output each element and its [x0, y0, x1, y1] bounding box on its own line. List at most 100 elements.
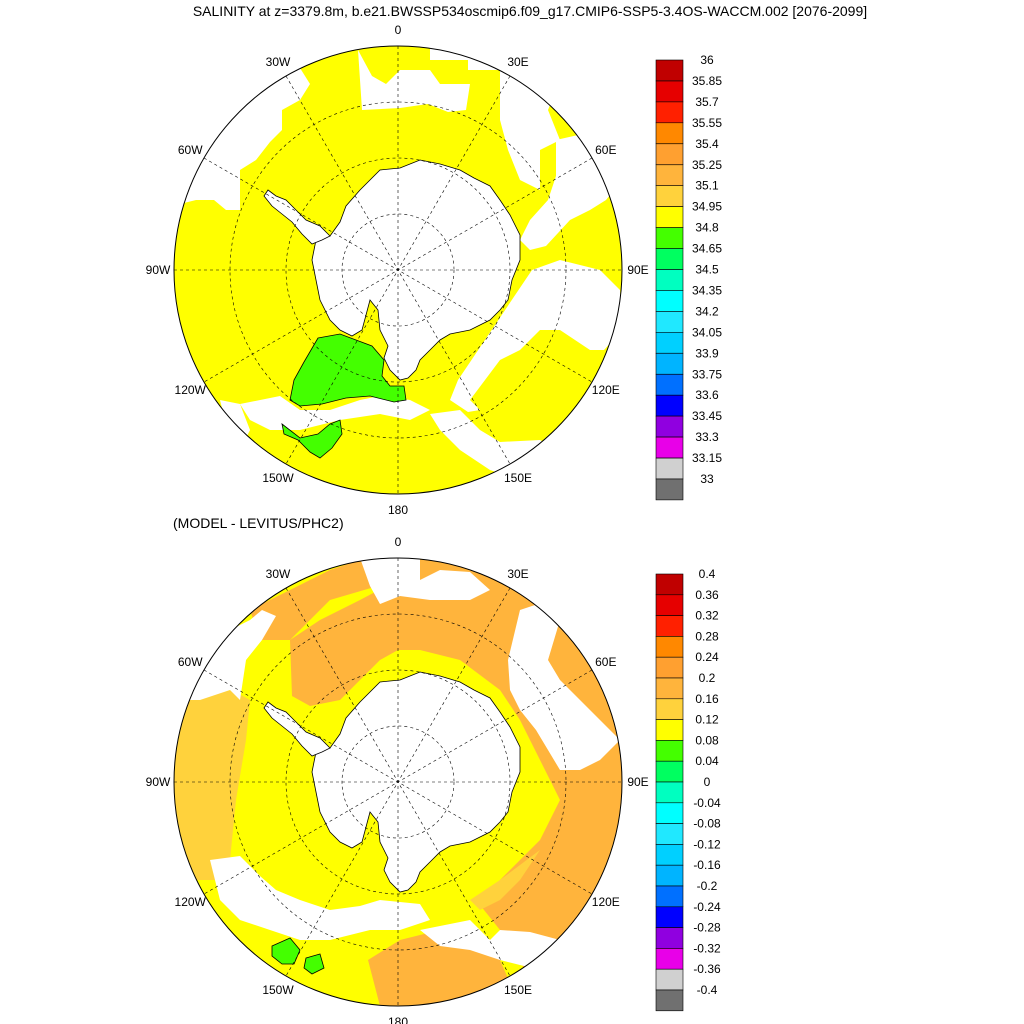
colorbar-swatch	[655, 185, 684, 207]
longitude-labels: 0 30E 60E 90E 120E 150E 180 150W 120W 90W 60W 30W	[146, 23, 649, 517]
longitude-label: 90E	[627, 775, 648, 789]
salinity-patch-34.65-34.8	[281, 419, 343, 459]
masked-region	[450, 260, 622, 412]
colorbar-swatch	[655, 227, 684, 249]
longitude-labels: 0 30E 60E 90E 120E 150E 180 150W 120W 90W 60W 30W	[146, 535, 649, 1024]
colorbar-tick-label: 35.55	[692, 116, 722, 130]
colorbar-swatch	[655, 101, 684, 124]
colorbar-swatch	[655, 478, 684, 501]
masked-region	[360, 558, 490, 604]
longitude-label: 30W	[266, 567, 291, 581]
colorbar-swatch	[655, 290, 684, 312]
colorbar-swatch	[655, 394, 684, 417]
colorbar-swatch	[655, 615, 684, 637]
difference-field-0.2-0.24	[250, 558, 398, 640]
salinity-colorbar: 36 35.85 35.7 35.55 35.4 35.25 35.1 34.95 34.8 34…	[655, 53, 722, 501]
colorbar-tick-label: 0.04	[695, 754, 719, 768]
longitude-label: 150E	[504, 471, 532, 485]
difference-colorbar: 0.4 0.36 0.32 0.28 0.24 0.2 0.16 0.12 0.08 0.04 0 -…	[655, 567, 721, 1012]
longitude-label: 180	[388, 1015, 408, 1024]
longitude-label: 180	[388, 503, 408, 517]
colorbar-swatch	[655, 760, 684, 783]
colorbar-tick-label: 33.9	[695, 346, 719, 360]
difference-patch-0.08-0.12	[271, 937, 301, 965]
longitude-label: 150W	[262, 983, 294, 997]
colorbar-tick-label: 34.05	[692, 325, 722, 339]
colorbar-tick-label: 0.36	[695, 588, 719, 602]
colorbar-tick-label: 35.85	[692, 74, 722, 88]
colorbar-swatch	[655, 594, 684, 616]
colorbar-swatch	[655, 885, 684, 908]
longitude-label: 120W	[175, 895, 207, 909]
colorbar-tick-label: 34.65	[692, 242, 722, 256]
colorbar-tick-label: 35.25	[692, 158, 722, 172]
longitude-label: 30W	[266, 55, 291, 69]
colorbar-tick-label: 0.16	[695, 692, 719, 706]
colorbar-swatch	[655, 436, 684, 459]
colorbar-tick-label: 0.24	[695, 650, 719, 664]
colorbar-tick-label: 35.4	[695, 137, 719, 151]
colorbar-swatch	[655, 802, 684, 824]
colorbar-tick-label: 33.75	[692, 367, 722, 381]
colorbar-tick-label: 36	[700, 53, 714, 67]
colorbar-swatch	[655, 331, 684, 354]
colorbar-tick-label: 33.15	[692, 451, 722, 465]
colorbar-swatch	[655, 457, 684, 480]
colorbar-tick-label: -0.36	[693, 962, 721, 976]
antarctic-peninsula	[263, 701, 331, 757]
colorbar-tick-label: 34.35	[692, 283, 722, 297]
colorbar-swatch	[655, 122, 684, 145]
colorbar-swatch	[655, 844, 684, 866]
colorbar-swatch	[655, 164, 684, 187]
longitude-label: 90W	[146, 775, 171, 789]
colorbar-swatch	[655, 740, 684, 762]
colorbar-tick-label: 33	[700, 472, 714, 486]
masked-region	[174, 68, 310, 210]
map-boundary	[173, 557, 623, 1007]
colorbar-tick-label: -0.4	[697, 983, 718, 997]
longitude-label: 0	[395, 23, 402, 37]
longitude-label: 150W	[262, 471, 294, 485]
colorbar-tick-label: 0.2	[699, 671, 716, 685]
figure-title: SALINITY at z=3379.8m, b.e21.BWSSP534osc…	[193, 3, 867, 19]
difference-patch-0.08-0.12	[303, 953, 325, 975]
colorbar-tick-label: 35.7	[695, 95, 719, 109]
colorbar-tick-label: 34.8	[695, 221, 719, 235]
colorbar-swatch	[655, 352, 684, 375]
longitude-label: 90E	[627, 263, 648, 277]
colorbar-swatch	[655, 143, 684, 166]
colorbar-tick-label: 0.32	[695, 609, 719, 623]
difference-field-0.2-0.24	[290, 580, 398, 706]
masked-region	[420, 920, 560, 970]
colorbar-tick-label: 0.28	[695, 629, 719, 643]
colorbar-swatch	[655, 311, 684, 333]
colorbar-swatch	[655, 269, 684, 291]
colorbar-swatch	[655, 698, 684, 720]
colorbar-swatch	[655, 80, 684, 103]
graticule	[174, 558, 622, 1006]
colorbar-swatch	[655, 636, 684, 658]
colorbar-swatch	[655, 948, 684, 970]
longitude-label: 60W	[178, 143, 203, 157]
colorbar-tick-label: 33.6	[695, 388, 719, 402]
colorbar-tick-label: 34.5	[695, 263, 719, 277]
masked-region	[508, 600, 620, 770]
colorbar-swatch	[655, 927, 684, 949]
colorbar-swatch	[655, 373, 684, 396]
longitude-label: 0	[395, 535, 402, 549]
salinity-patch-34.65-34.8	[289, 333, 407, 407]
colorbar-swatch	[655, 719, 684, 741]
antarctic-peninsula	[263, 189, 331, 245]
colorbar-tick-label: -0.04	[693, 796, 721, 810]
masked-region	[358, 50, 470, 112]
colorbar-swatch	[655, 206, 684, 228]
difference-field-0.16-0.2	[174, 690, 250, 880]
longitude-label: 120W	[175, 383, 207, 397]
colorbar-swatch	[655, 573, 684, 596]
diff-title: (MODEL - LEVITUS/PHC2)	[173, 515, 344, 531]
colorbar-tick-label: 0	[704, 775, 711, 789]
longitude-label: 30E	[507, 567, 528, 581]
colorbar-tick-label: 0.12	[695, 713, 719, 727]
colorbar-swatch	[655, 906, 684, 928]
map-boundary	[173, 45, 623, 495]
